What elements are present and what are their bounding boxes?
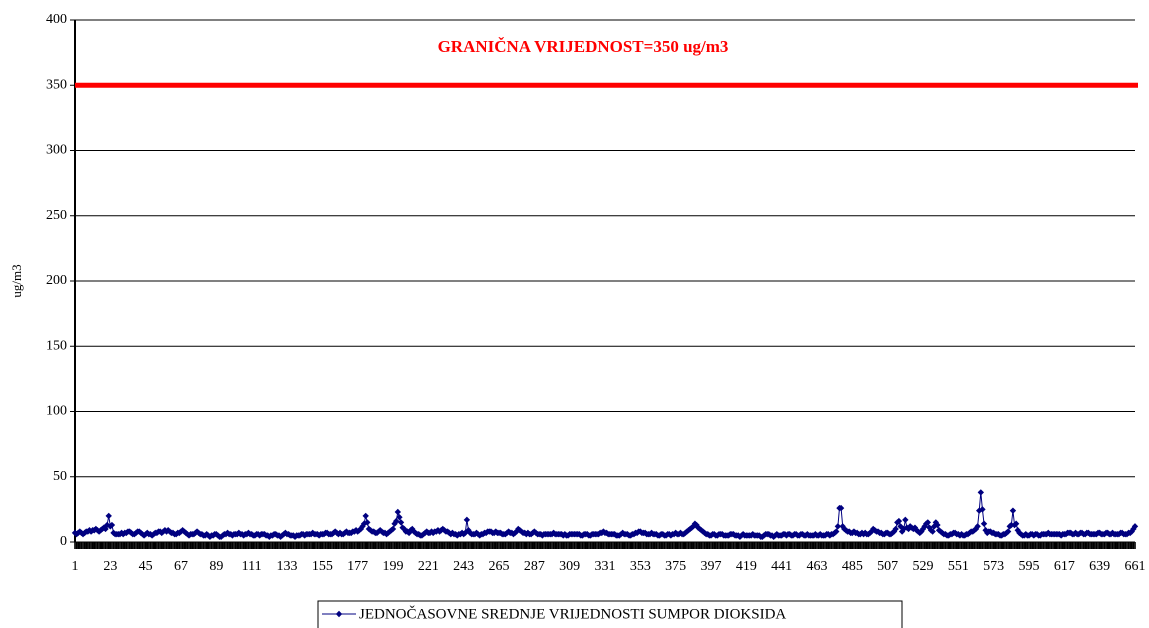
data-point bbox=[976, 507, 983, 514]
x-tick-label: 111 bbox=[242, 559, 262, 574]
x-tick-label: 199 bbox=[383, 559, 404, 574]
x-tick-label: 177 bbox=[347, 559, 368, 574]
x-tick-label: 529 bbox=[913, 559, 934, 574]
data-point bbox=[108, 521, 116, 529]
x-tick-label: 331 bbox=[595, 559, 616, 574]
x-tick-label: 639 bbox=[1089, 559, 1110, 574]
data-point bbox=[397, 519, 405, 526]
y-tick-label: 50 bbox=[53, 469, 67, 484]
data-point bbox=[900, 525, 907, 533]
data-point bbox=[463, 516, 471, 524]
data-point bbox=[902, 516, 909, 524]
x-tick-label: 221 bbox=[418, 559, 439, 574]
data-point bbox=[105, 512, 112, 520]
data-point bbox=[974, 523, 981, 530]
x-tick-label: 89 bbox=[209, 559, 223, 574]
data-point bbox=[357, 525, 365, 533]
data-point bbox=[394, 508, 402, 516]
x-tick-label: 419 bbox=[736, 559, 757, 574]
y-tick-label: 350 bbox=[46, 77, 67, 92]
legend: JEDNOČASOVNE SREDNJE VRIJEDNOSTI SUMPOR … bbox=[317, 600, 903, 628]
data-point bbox=[905, 525, 912, 533]
x-tick-label: 441 bbox=[771, 559, 792, 574]
x-tick-label: 661 bbox=[1125, 559, 1146, 574]
x-tick-label: 287 bbox=[524, 559, 545, 574]
x-tick-label: 265 bbox=[489, 559, 510, 574]
data-point bbox=[979, 506, 986, 513]
data-point bbox=[393, 517, 400, 525]
x-tick-label: 309 bbox=[559, 559, 580, 574]
data-point bbox=[513, 528, 520, 535]
data-point bbox=[918, 528, 925, 535]
data-point bbox=[1012, 520, 1020, 527]
data-point bbox=[934, 521, 941, 529]
data-point bbox=[389, 525, 397, 533]
data-point bbox=[892, 525, 899, 533]
x-tick-label: 573 bbox=[983, 559, 1004, 574]
x-tick-label: 375 bbox=[665, 559, 686, 574]
data-point bbox=[1130, 525, 1137, 533]
data-point bbox=[839, 523, 846, 530]
data-point bbox=[103, 521, 111, 529]
data-point bbox=[1009, 507, 1017, 514]
x-tick-label: 243 bbox=[453, 559, 474, 574]
data-point bbox=[1004, 528, 1012, 535]
x-tick-label: 67 bbox=[174, 559, 188, 574]
legend-box bbox=[317, 600, 903, 628]
data-point bbox=[868, 528, 875, 535]
data-point bbox=[926, 524, 933, 531]
data-point bbox=[693, 521, 700, 529]
data-point bbox=[924, 519, 932, 526]
data-point bbox=[359, 523, 366, 530]
data-point bbox=[401, 525, 408, 533]
y-tick-label: 300 bbox=[46, 143, 67, 158]
data-point bbox=[895, 517, 903, 525]
data-point bbox=[834, 523, 842, 530]
y-tick-label: 200 bbox=[46, 273, 67, 288]
y-tick-label: 250 bbox=[46, 208, 67, 223]
data-point bbox=[364, 519, 371, 526]
y-tick-label: 150 bbox=[46, 338, 67, 353]
x-tick-label: 463 bbox=[807, 559, 828, 574]
x-tick-label: 397 bbox=[701, 559, 722, 574]
x-tick-label: 595 bbox=[1019, 559, 1040, 574]
x-tick-label: 485 bbox=[842, 559, 863, 574]
data-point bbox=[929, 528, 936, 535]
threshold-label: GRANIČNA VRIJEDNOST=350 ug/m3 bbox=[438, 37, 729, 56]
data-point bbox=[690, 523, 697, 530]
data-point bbox=[396, 514, 403, 521]
data-point bbox=[890, 528, 898, 535]
data-point bbox=[977, 489, 985, 496]
data-point bbox=[833, 528, 840, 535]
y-tick-label: 0 bbox=[60, 534, 67, 549]
data-point bbox=[921, 523, 928, 530]
x-tick-label: 353 bbox=[630, 559, 651, 574]
x-tick-label: 133 bbox=[277, 559, 298, 574]
data-point bbox=[932, 519, 940, 526]
data-point bbox=[980, 520, 988, 527]
x-tick-label: 617 bbox=[1054, 559, 1075, 574]
y-axis-label: ug/m3 bbox=[9, 264, 24, 297]
x-tick-label: 23 bbox=[103, 559, 117, 574]
data-point bbox=[362, 512, 369, 520]
y-tick-label: 100 bbox=[46, 404, 67, 419]
data-point bbox=[1128, 528, 1135, 535]
legend-marker bbox=[335, 610, 343, 618]
data-point bbox=[1008, 521, 1015, 529]
data-point bbox=[102, 525, 109, 533]
legend-label: JEDNOČASOVNE SREDNJE VRIJEDNOSTI SUMPOR … bbox=[359, 605, 786, 622]
x-tick-label: 551 bbox=[948, 559, 969, 574]
data-point bbox=[837, 504, 845, 512]
x-tick-label: 155 bbox=[312, 559, 333, 574]
data-point bbox=[1131, 523, 1139, 530]
x-tick-label: 45 bbox=[139, 559, 153, 574]
x-tick-label: 1 bbox=[72, 559, 79, 574]
y-tick-label: 400 bbox=[46, 12, 67, 27]
data-point bbox=[409, 525, 416, 533]
x-tick-label: 507 bbox=[877, 559, 898, 574]
